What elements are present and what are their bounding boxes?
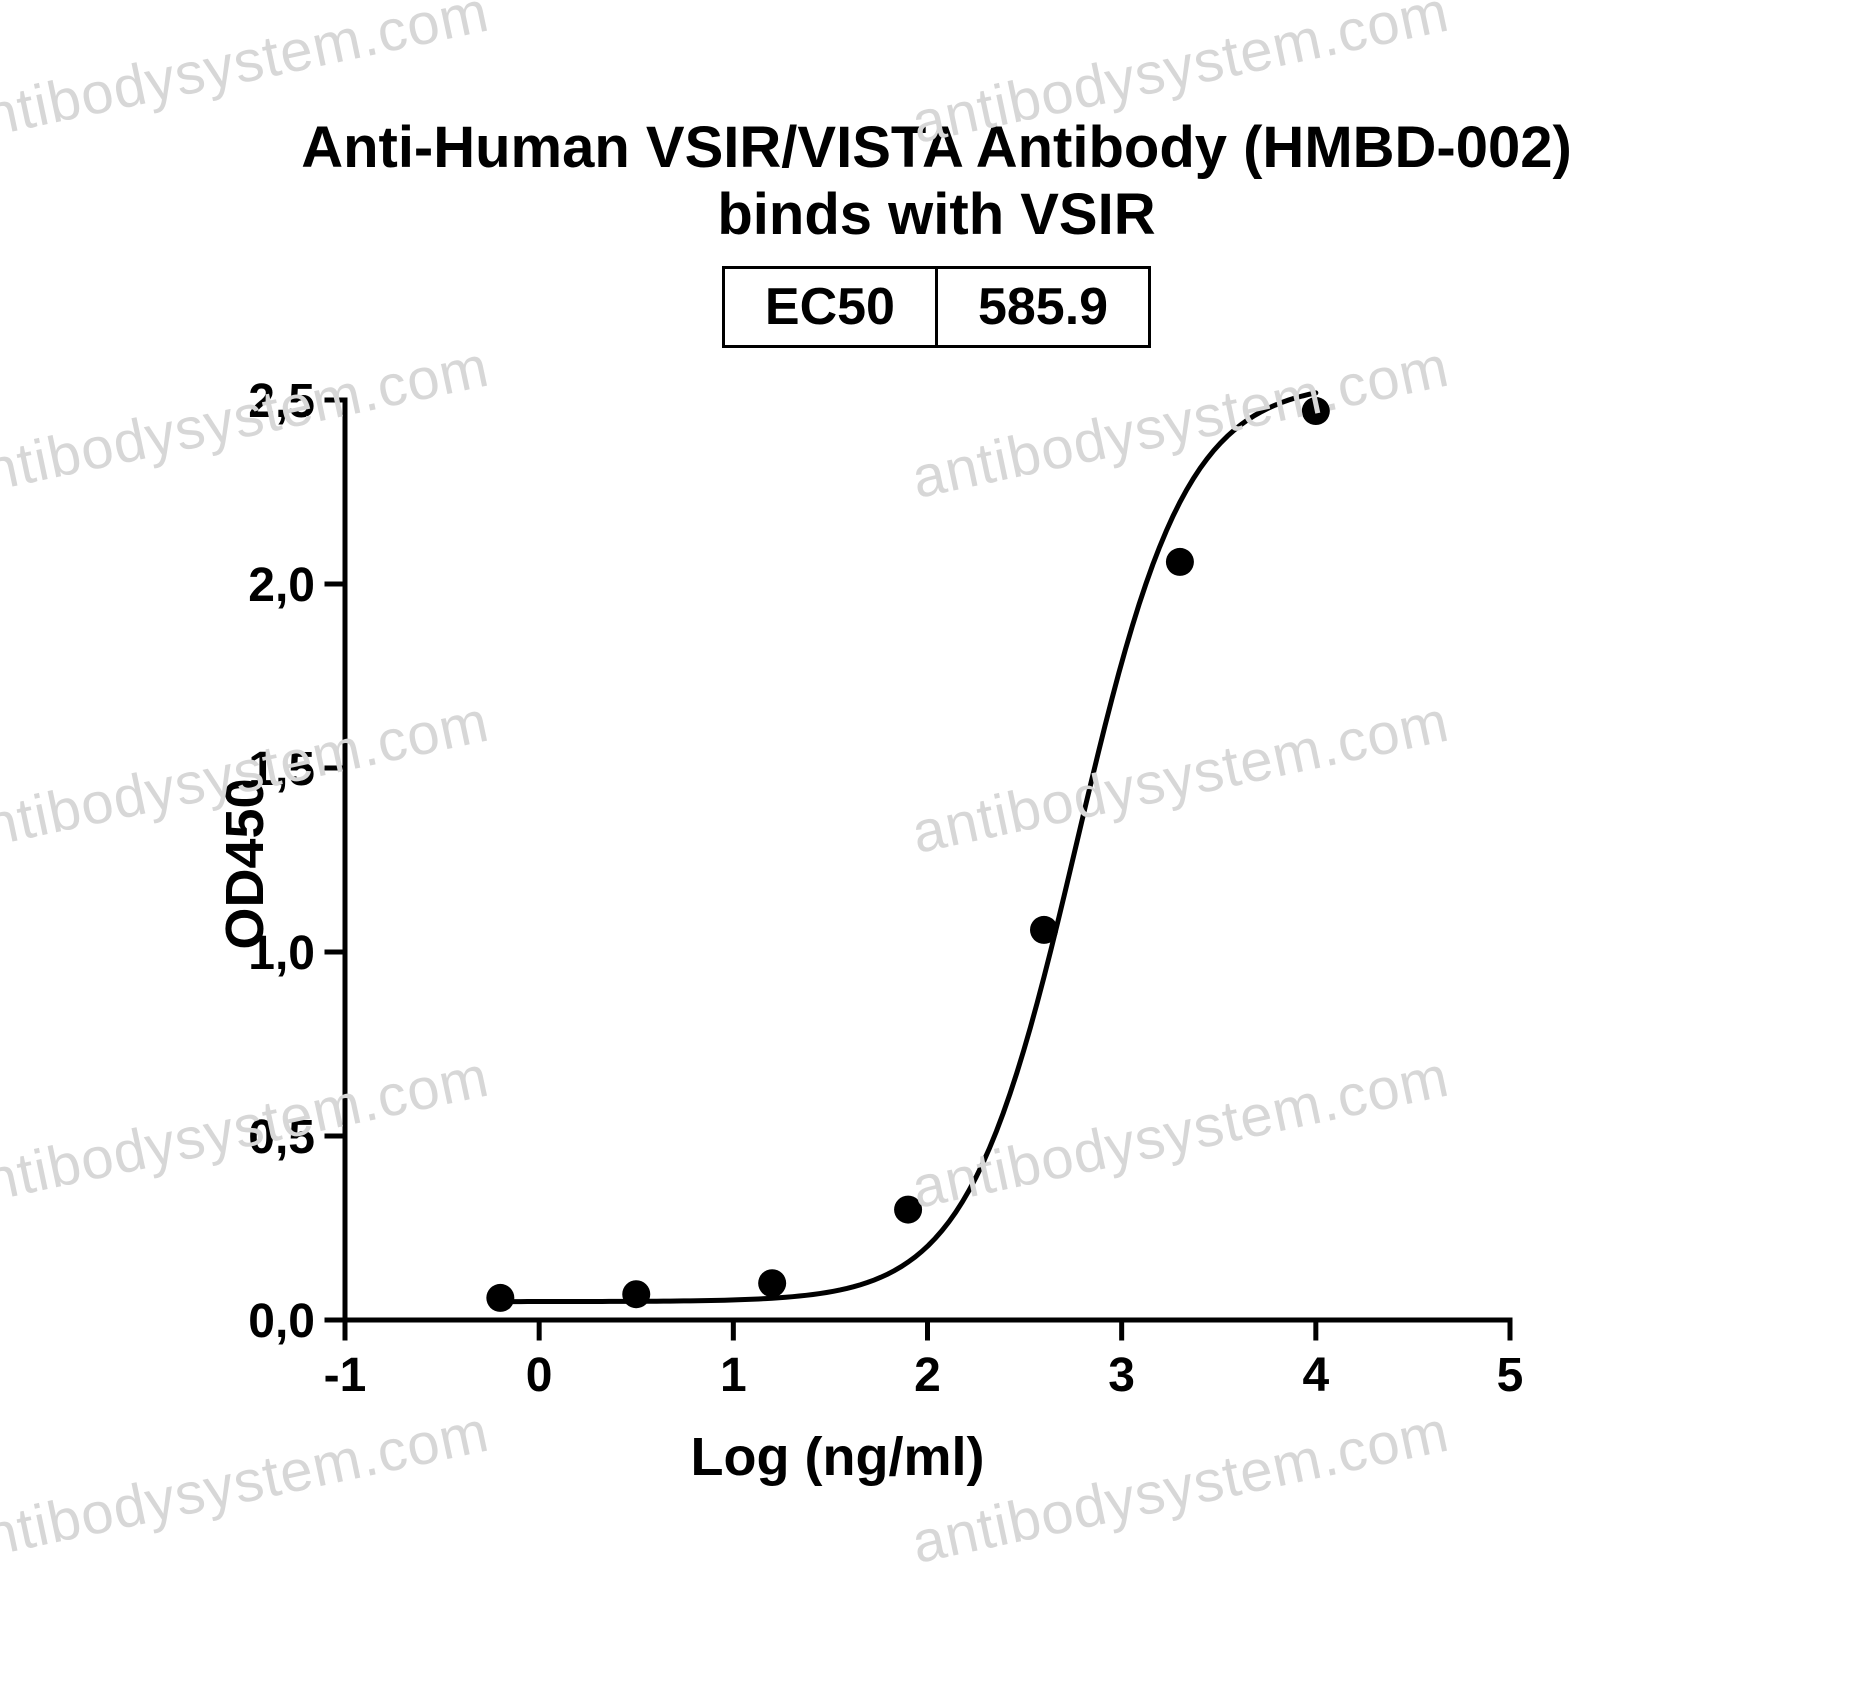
title-block: Anti-Human VSIR/VISTA Antibody (HMBD-002…: [0, 115, 1873, 348]
data-point: [758, 1269, 786, 1297]
data-point: [486, 1284, 514, 1312]
chart-area: OD450 Log (ng/ml) 0,00,51,01,52,02,5-101…: [165, 380, 1540, 1510]
y-tick-label: 1,5: [248, 742, 315, 797]
ec50-label-cell: EC50: [723, 268, 936, 347]
y-tick-label: 2,5: [248, 374, 315, 429]
canvas-root: Anti-Human VSIR/VISTA Antibody (HMBD-002…: [0, 0, 1873, 1688]
x-tick-label: 5: [1470, 1348, 1550, 1403]
x-tick-label: -1: [305, 1348, 385, 1403]
ec50-table: EC50 585.9: [722, 266, 1151, 348]
x-tick-label: 0: [499, 1348, 579, 1403]
data-point: [894, 1196, 922, 1224]
data-point: [1030, 916, 1058, 944]
data-point: [1166, 548, 1194, 576]
title-line-2: binds with VSIR: [0, 182, 1873, 249]
data-point: [622, 1280, 650, 1308]
chart-svg: [165, 380, 1540, 1510]
y-tick-label: 0,0: [248, 1294, 315, 1349]
dose-response-curve: [500, 393, 1316, 1302]
y-tick-label: 0,5: [248, 1110, 315, 1165]
data-point: [1302, 397, 1330, 425]
x-tick-label: 1: [693, 1348, 773, 1403]
title-line-1: Anti-Human VSIR/VISTA Antibody (HMBD-002…: [0, 115, 1873, 182]
ec50-value-cell: 585.9: [936, 268, 1149, 347]
x-tick-label: 4: [1276, 1348, 1356, 1403]
x-tick-label: 2: [888, 1348, 968, 1403]
x-tick-label: 3: [1082, 1348, 1162, 1403]
x-axis-label: Log (ng/ml): [165, 1426, 1330, 1488]
y-tick-label: 1,0: [248, 926, 315, 981]
y-tick-label: 2,0: [248, 558, 315, 613]
